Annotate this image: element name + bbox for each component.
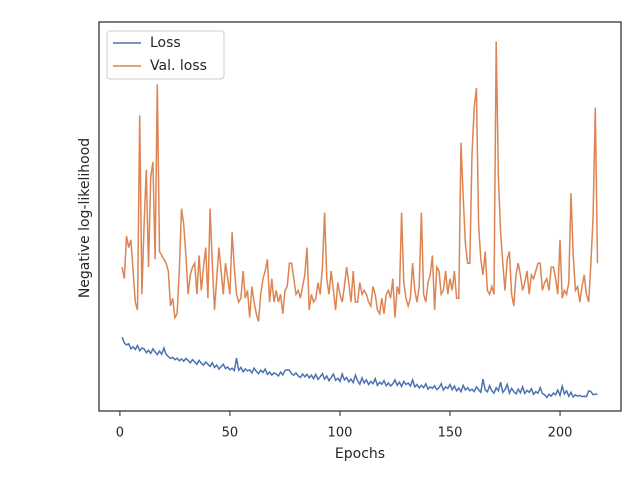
x-axis-label: Epochs: [335, 446, 385, 462]
x-tick-label: 100: [328, 426, 353, 441]
x-tick-label: 50: [222, 426, 239, 441]
series-line: [121, 41, 599, 322]
plot-frame: [98, 21, 622, 412]
y-axis-label: Negative log-likelihood: [77, 138, 93, 298]
x-tick-label: 200: [548, 426, 573, 441]
x-tick-label: 0: [116, 426, 124, 441]
legend-label: Loss: [150, 35, 181, 51]
x-tick-label: 150: [438, 426, 463, 441]
legend-label: Val. loss: [150, 58, 207, 74]
series-line: [121, 336, 598, 399]
